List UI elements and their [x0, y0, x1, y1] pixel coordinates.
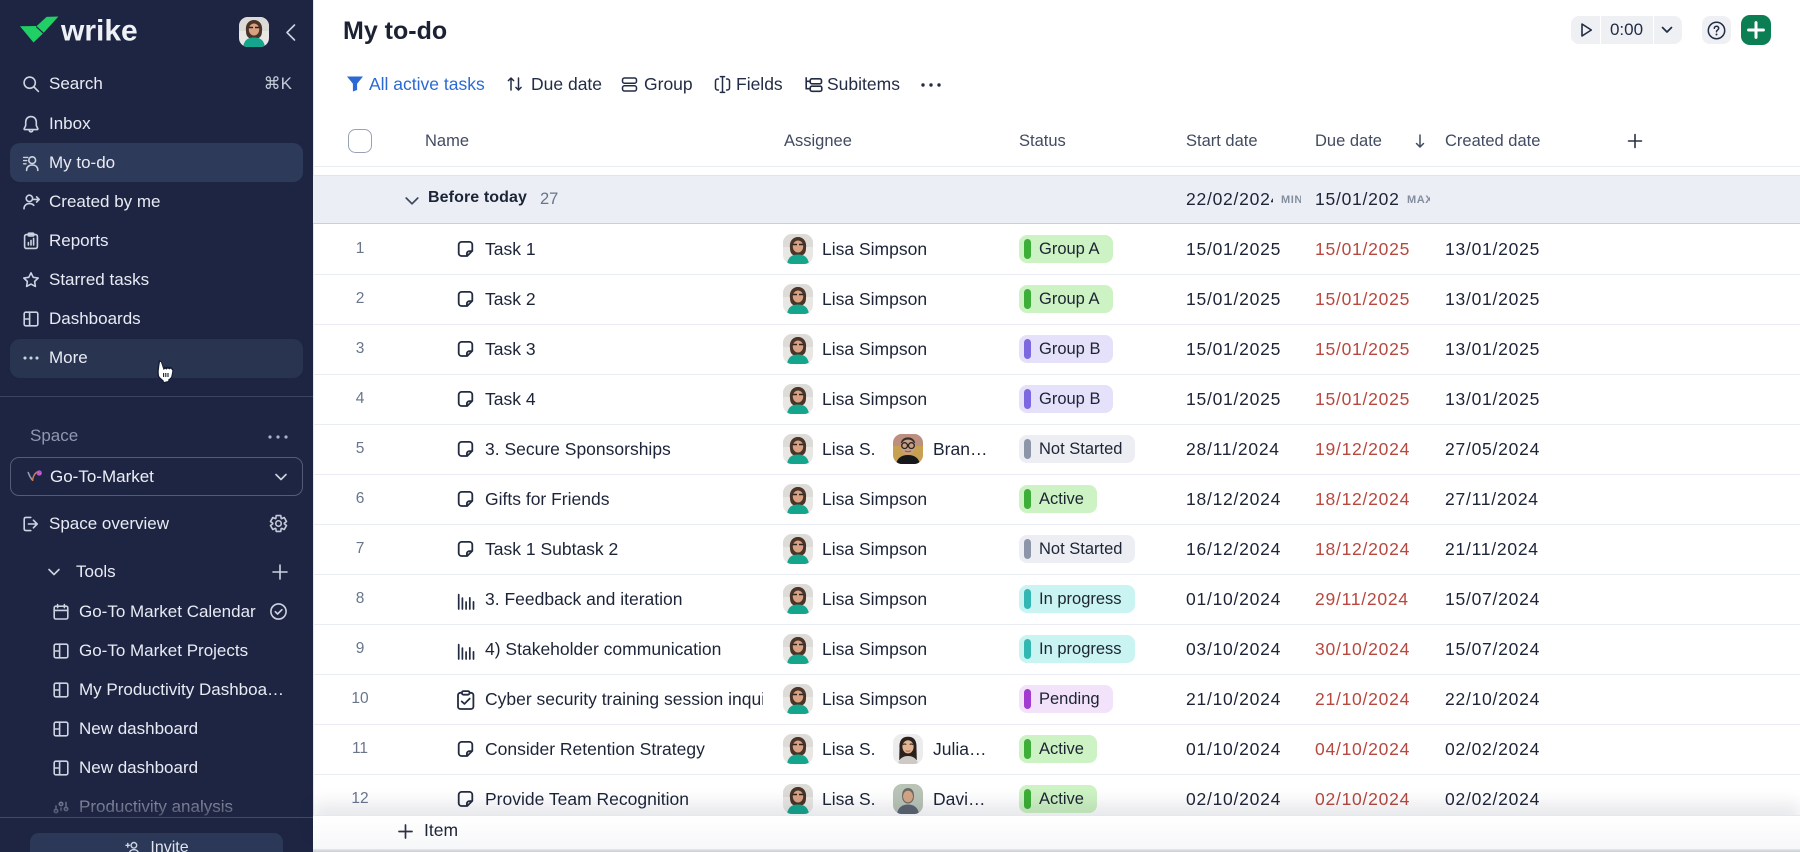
svg-text:wrike: wrike [60, 15, 138, 48]
